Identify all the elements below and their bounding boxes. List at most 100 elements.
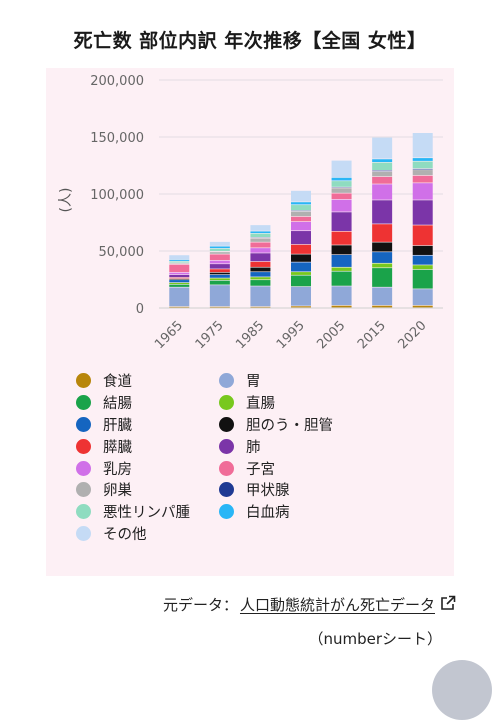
bar-segment[interactable]	[372, 184, 392, 199]
bar-segment[interactable]	[291, 287, 311, 306]
legend-item[interactable]: 甲状腺	[219, 479, 379, 501]
bar-segment[interactable]	[372, 287, 392, 305]
bar-segment[interactable]	[332, 232, 352, 245]
bar-segment[interactable]	[169, 285, 189, 287]
bar-segment[interactable]	[413, 289, 433, 305]
legend-item[interactable]: 肝臓	[76, 414, 219, 436]
bar-segment[interactable]	[332, 200, 352, 212]
bar-segment[interactable]	[413, 158, 433, 161]
bar-segment[interactable]	[332, 193, 352, 199]
bar-segment[interactable]	[210, 275, 230, 278]
bar-segment[interactable]	[210, 307, 230, 308]
bar-segment[interactable]	[291, 306, 311, 307]
bar-segment[interactable]	[210, 281, 230, 285]
bar-segment[interactable]	[291, 217, 311, 222]
bar-segment[interactable]	[413, 200, 433, 224]
bar-segment[interactable]	[372, 200, 392, 223]
bar-segment[interactable]	[250, 268, 270, 272]
bar-segment[interactable]	[250, 242, 270, 247]
source-link[interactable]: 人口動態統計がん死亡データ	[240, 594, 435, 615]
bar-segment[interactable]	[250, 286, 270, 306]
legend-item[interactable]: 結腸	[76, 392, 219, 414]
bar-segment[interactable]	[250, 234, 270, 237]
bar-segment[interactable]	[169, 278, 189, 279]
bar-segment[interactable]	[332, 178, 352, 181]
bar-segment[interactable]	[169, 273, 189, 275]
legend-item[interactable]: 膵臓	[76, 435, 219, 457]
legend-item[interactable]: 胆のう・胆管	[219, 414, 379, 436]
bar-segment[interactable]	[210, 264, 230, 269]
bar-segment[interactable]	[250, 262, 270, 267]
bar-segment[interactable]	[250, 248, 270, 253]
bar-segment[interactable]	[413, 176, 433, 183]
bar-segment[interactable]	[372, 177, 392, 184]
bar-segment[interactable]	[210, 246, 230, 248]
bar-segment[interactable]	[372, 172, 392, 177]
bar-segment[interactable]	[372, 242, 392, 251]
bar-segment[interactable]	[210, 273, 230, 275]
bar-segment[interactable]	[169, 275, 189, 277]
bar-segment[interactable]	[291, 254, 311, 261]
bar-segment[interactable]	[169, 264, 189, 265]
bar-segment[interactable]	[372, 159, 392, 162]
bar-segment[interactable]	[291, 202, 311, 204]
bar-segment[interactable]	[169, 279, 189, 280]
bar-segment[interactable]	[413, 265, 433, 269]
bar-segment[interactable]	[291, 222, 311, 231]
bar-segment[interactable]	[250, 280, 270, 286]
legend-item[interactable]: 乳房	[76, 457, 219, 479]
legend-item[interactable]: 子宮	[219, 457, 379, 479]
bar-segment[interactable]	[413, 133, 433, 157]
bar-segment[interactable]	[169, 261, 189, 262]
legend-item[interactable]: 卵巣	[76, 479, 219, 501]
legend-item[interactable]: 食道	[76, 370, 219, 392]
bar-segment[interactable]	[372, 252, 392, 263]
bar-segment[interactable]	[210, 242, 230, 246]
bar-segment[interactable]	[291, 262, 311, 271]
bar-segment[interactable]	[169, 260, 189, 261]
bar-segment[interactable]	[210, 254, 230, 260]
bar-segment[interactable]	[169, 280, 189, 282]
bar-segment[interactable]	[291, 245, 311, 254]
bar-segment[interactable]	[332, 286, 352, 305]
legend-item[interactable]: 直腸	[219, 392, 379, 414]
bar-segment[interactable]	[413, 306, 433, 308]
bar-segment[interactable]	[372, 306, 392, 308]
legend-item[interactable]: その他	[76, 523, 219, 545]
bar-segment[interactable]	[250, 277, 270, 279]
legend-item[interactable]: 胃	[219, 370, 379, 392]
bar-segment[interactable]	[291, 205, 311, 210]
bar-segment[interactable]	[250, 231, 270, 233]
bar-segment[interactable]	[210, 261, 230, 264]
bar-segment[interactable]	[332, 161, 352, 178]
bar-segment[interactable]	[413, 256, 433, 265]
bar-segment[interactable]	[413, 246, 433, 255]
bar-segment[interactable]	[250, 253, 270, 261]
bar-segment[interactable]	[291, 191, 311, 202]
bar-segment[interactable]	[413, 225, 433, 245]
bar-segment[interactable]	[250, 225, 270, 231]
bar-segment[interactable]	[210, 278, 230, 280]
bar-segment[interactable]	[291, 212, 311, 217]
bar-segment[interactable]	[332, 245, 352, 254]
bar-segment[interactable]	[291, 231, 311, 244]
external-link-icon[interactable]	[440, 595, 456, 615]
bar-segment[interactable]	[332, 188, 352, 193]
bar-segment[interactable]	[332, 255, 352, 267]
legend-item[interactable]: 白血病	[219, 501, 379, 523]
bar-segment[interactable]	[332, 181, 352, 187]
bar-segment[interactable]	[372, 171, 392, 172]
bar-segment[interactable]	[250, 238, 270, 241]
bar-segment[interactable]	[210, 269, 230, 272]
bar-segment[interactable]	[210, 252, 230, 254]
bar-segment[interactable]	[250, 272, 270, 277]
bar-segment[interactable]	[210, 249, 230, 251]
legend-item[interactable]: 肺	[219, 435, 379, 457]
bar-segment[interactable]	[372, 264, 392, 268]
scroll-to-top-button[interactable]	[432, 660, 492, 720]
bar-segment[interactable]	[372, 268, 392, 287]
bar-segment[interactable]	[332, 268, 352, 271]
bar-segment[interactable]	[413, 170, 433, 175]
bar-segment[interactable]	[210, 285, 230, 306]
bar-segment[interactable]	[169, 265, 189, 272]
